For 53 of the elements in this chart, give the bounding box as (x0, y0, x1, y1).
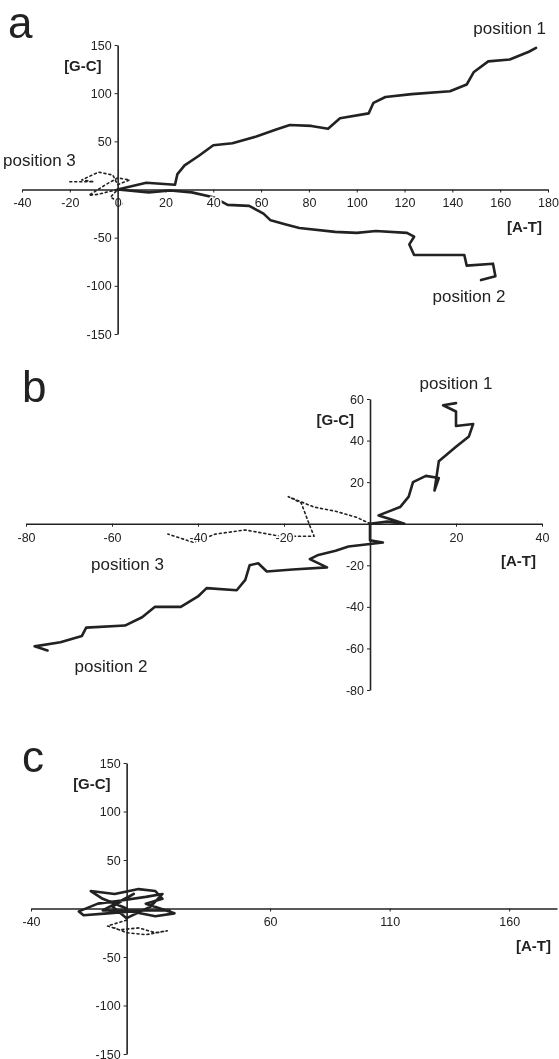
y-axis-title: [G-C] (316, 411, 354, 428)
y-tick-label: -150 (86, 327, 112, 342)
x-tick-label: 60 (263, 915, 278, 930)
x-tick-label: -20 (275, 530, 294, 545)
x-tick-label: 120 (394, 196, 416, 211)
series-label: position 1 (473, 18, 547, 38)
y-tick-label: 40 (350, 434, 365, 449)
y-tick-label: -20 (345, 558, 365, 573)
x-tick-label: 140 (442, 196, 464, 211)
x-tick-label: 60 (254, 196, 269, 211)
y-tick-label: 100 (99, 805, 121, 819)
y-tick-label: -100 (95, 999, 121, 1013)
x-tick-label: 20 (449, 530, 464, 545)
x-tick-label: 80 (302, 196, 317, 211)
series-label: position 2 (432, 287, 506, 307)
y-tick-label: -50 (102, 950, 121, 965)
x-tick-label: 160 (490, 196, 512, 211)
x-tick-label: -20 (61, 196, 80, 211)
x-tick-label: -40 (13, 196, 32, 211)
x-tick-label: 180 (538, 196, 559, 211)
x-tick-label: 20 (159, 196, 173, 211)
y-tick-label: -60 (345, 641, 365, 656)
y-tick-label: -100 (86, 279, 112, 294)
y-tick-label: 20 (350, 475, 365, 490)
y-tick-label: -150 (95, 1047, 121, 1059)
y-tick-label: -80 (345, 683, 365, 698)
chart-title: a (8, 0, 33, 47)
y-tick-label: -40 (345, 600, 365, 615)
y-tick-label: 50 (97, 134, 112, 149)
x-tick-label: -80 (17, 530, 36, 545)
x-axis-title: [A-T] (516, 936, 551, 954)
series-label: position 3 (91, 555, 164, 575)
x-tick-label: 40 (206, 196, 221, 211)
y-tick-label: 50 (106, 853, 121, 868)
y-axis-title: [G-C] (73, 775, 111, 792)
x-axis-title: [A-T] (501, 551, 536, 569)
y-tick-label: 150 (99, 756, 121, 771)
y-tick-label: -50 (93, 231, 112, 246)
y-tick-label: 100 (90, 86, 112, 101)
y-axis-title: [G-C] (64, 57, 102, 74)
x-tick-label: -40 (189, 530, 208, 545)
x-tick-label: 160 (499, 915, 521, 930)
series-label: position 1 (419, 374, 493, 394)
x-tick-label: -40 (22, 915, 41, 930)
chart-title: c (22, 732, 44, 781)
x-tick-label: 110 (380, 915, 401, 930)
x-tick-label: 40 (535, 530, 550, 545)
y-tick-label: 150 (90, 38, 112, 53)
x-axis-title: [A-T] (507, 217, 542, 235)
chart-title: b (22, 362, 47, 411)
series-label: position 3 (3, 150, 76, 170)
series-label: position 2 (74, 657, 148, 677)
y-tick-label: 60 (350, 392, 365, 407)
